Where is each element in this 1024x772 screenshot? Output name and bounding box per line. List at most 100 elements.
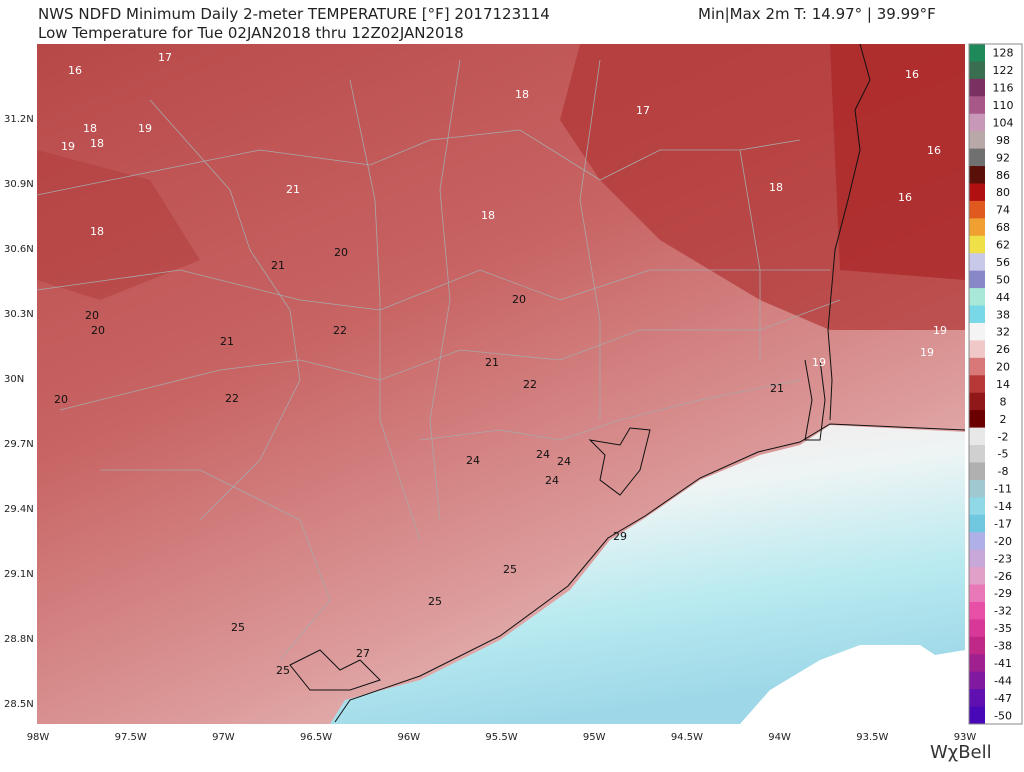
county-lines: [36, 59, 841, 661]
colorbar-label: 122: [993, 64, 1014, 77]
station-value: 18: [90, 225, 104, 238]
colorbar-label: 62: [996, 239, 1010, 252]
colorbar-label: 14: [996, 378, 1010, 391]
station-value: 17: [636, 104, 650, 117]
colorbar-swatch: [969, 549, 985, 568]
colorbar-swatch: [969, 636, 985, 655]
colorbar-label: -50: [994, 709, 1012, 722]
station-value: 24: [545, 474, 559, 487]
colorbar-label-bg: [985, 148, 1022, 167]
station-value: 20: [334, 246, 348, 259]
station-value: 19: [812, 356, 826, 369]
station-value: 20: [85, 309, 99, 322]
colorbar-label: 38: [996, 308, 1010, 321]
lon-label: 95W: [583, 732, 606, 743]
colorbar-swatch: [969, 706, 985, 725]
station-value: 24: [466, 454, 480, 467]
colorbar-label-bg: [985, 253, 1022, 272]
colorbar-swatch: [969, 671, 985, 690]
colorbar-frame: [968, 43, 1023, 725]
colorbar-label-bg: [985, 479, 1022, 498]
colorbar-label-bg: [985, 113, 1022, 132]
station-value: 21: [220, 335, 234, 348]
colorbar-label-bg: [985, 671, 1022, 690]
station-value: 20: [91, 324, 105, 337]
colorbar-label-bg: [985, 601, 1022, 620]
lon-label: 96.5W: [300, 732, 332, 743]
station-value: 19: [61, 140, 75, 153]
colorbar-label-bg: [985, 78, 1022, 97]
lon-label: 98W: [27, 732, 50, 743]
colorbar: 128 122 116 110 104 98 92 86 80 74 68 62 56 50 44 38 32 2…: [968, 43, 1023, 725]
colorbar-swatch: [969, 357, 985, 376]
colorbar-swatch: [969, 514, 985, 533]
station-value: 25: [428, 595, 442, 608]
station-value: 21: [286, 183, 300, 196]
colorbar-swatch: [969, 183, 985, 202]
colorbar-label-bg: [985, 514, 1022, 533]
colorbar-swatch: [969, 497, 985, 516]
colorbar-label-bg: [985, 340, 1022, 359]
colorbar-label: 128: [993, 47, 1014, 60]
colorbar-swatch: [969, 288, 985, 307]
colorbar-label: -32: [994, 605, 1012, 618]
colorbar-label-bg: [985, 183, 1022, 202]
station-value: 21: [770, 382, 784, 395]
station-value: 17: [158, 51, 172, 64]
colorbar-label-bg: [985, 462, 1022, 481]
colorbar-swatch: [969, 200, 985, 219]
colorbar-swatch: [969, 410, 985, 429]
colorbar-swatch: [969, 392, 985, 411]
colorbar-label: -8: [998, 465, 1009, 478]
lat-label: 30.3N: [4, 309, 34, 320]
colorbar-label-bg: [985, 427, 1022, 446]
colorbar-swatch: [969, 619, 985, 638]
colorbar-label-bg: [985, 532, 1022, 551]
colorbar-label: -2: [998, 430, 1009, 443]
colorbar-swatch: [969, 479, 985, 498]
station-value: 18: [481, 209, 495, 222]
colorbar-label-bg: [985, 689, 1022, 708]
colorbar-label: 44: [996, 291, 1010, 304]
colorbar-label-bg: [985, 567, 1022, 586]
station-value: 25: [276, 664, 290, 677]
colorbar-label: 20: [996, 361, 1010, 374]
colorbar-label-bg: [985, 270, 1022, 289]
station-value: 24: [536, 448, 550, 461]
colorbar-swatch: [969, 462, 985, 481]
colorbar-swatch: [969, 689, 985, 708]
colorbar-label-bg: [985, 619, 1022, 638]
colorbar-swatch: [969, 567, 985, 586]
colorbar-label-bg: [985, 288, 1022, 307]
lon-label: 93.5W: [856, 732, 888, 743]
colorbar-label-bg: [985, 61, 1022, 80]
no-data: [740, 645, 965, 724]
station-value: 25: [503, 563, 517, 576]
cold-core: [830, 44, 965, 280]
colorbar-label: 80: [996, 186, 1010, 199]
colorbar-label: 26: [996, 343, 1010, 356]
station-value: 22: [225, 392, 239, 405]
colorbar-swatch: [969, 584, 985, 603]
colorbar-label: 32: [996, 326, 1010, 339]
colorbar-label: 2: [1000, 413, 1007, 426]
colorbar-label-bg: [985, 410, 1022, 429]
station-value: 21: [485, 356, 499, 369]
colorbar-label-bg: [985, 357, 1022, 376]
lat-label: 30.9N: [4, 179, 34, 190]
lat-label: 28.8N: [4, 634, 34, 645]
colorbar-label: -20: [994, 535, 1012, 548]
colorbar-label: -38: [994, 640, 1012, 653]
gulf: [330, 425, 965, 724]
cold-west: [37, 150, 200, 300]
colorbar-swatch: [969, 61, 985, 80]
station-value: 16: [68, 64, 82, 77]
station-value: 18: [90, 137, 104, 150]
colorbar-label-bg: [985, 235, 1022, 254]
colorbar-label: 104: [993, 116, 1014, 129]
colorbar-label: 98: [996, 134, 1010, 147]
colorbar-label-bg: [985, 654, 1022, 673]
colorbar-swatch: [969, 270, 985, 289]
logo: WχBell: [930, 742, 992, 763]
colorbar-label-bg: [985, 706, 1022, 725]
